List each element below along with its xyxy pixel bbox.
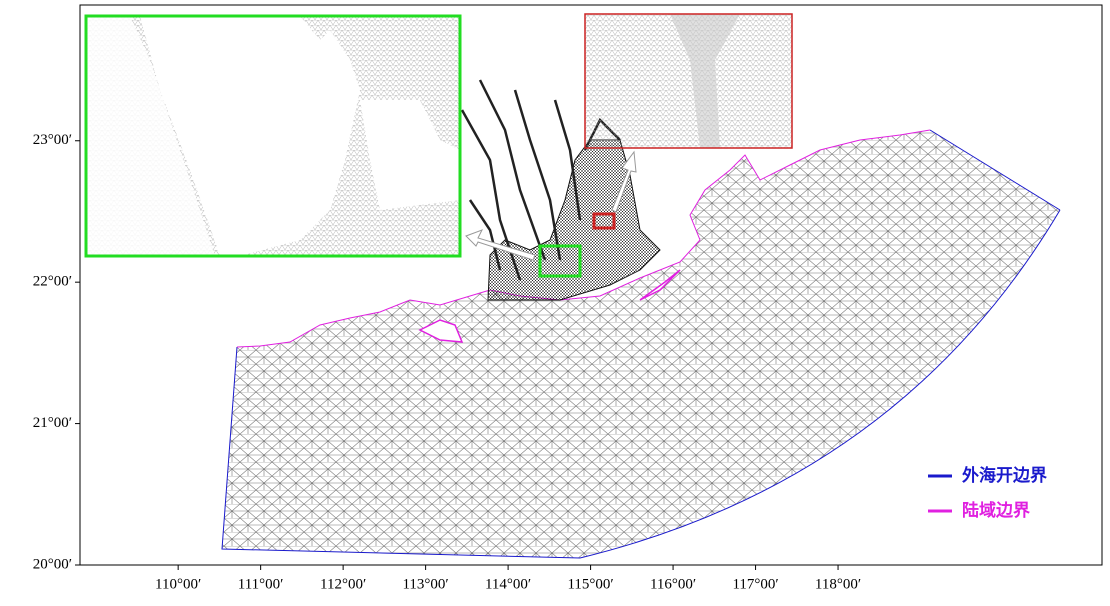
x-tick-label: 113°00′ — [402, 576, 448, 592]
y-tick-label: 20°00′ — [33, 556, 72, 572]
x-tick-label: 115°00′ — [567, 576, 613, 592]
x-tick-label: 118°00′ — [815, 576, 861, 592]
legend-label: 陆域边界 — [962, 500, 1030, 521]
x-tick-label: 112°00′ — [320, 576, 366, 592]
x-tick-label: 117°00′ — [732, 576, 778, 592]
y-tick-label: 23°00′ — [33, 132, 72, 148]
legend-label: 外海开边界 — [962, 465, 1047, 486]
y-tick-label: 21°00′ — [33, 415, 72, 431]
x-tick-label: 114°00′ — [485, 576, 531, 592]
x-tick-label: 110°00′ — [155, 576, 201, 592]
y-tick-label: 22°00′ — [33, 274, 72, 290]
inset-green — [86, 16, 460, 256]
x-tick-label: 116°00′ — [650, 576, 696, 592]
x-tick-label: 111°00′ — [238, 576, 284, 592]
inset-red — [585, 14, 792, 148]
map: 110°00′ 111°00′ 112°00′ 113°00′ 114°00′ 115°0… — [0, 0, 1110, 601]
